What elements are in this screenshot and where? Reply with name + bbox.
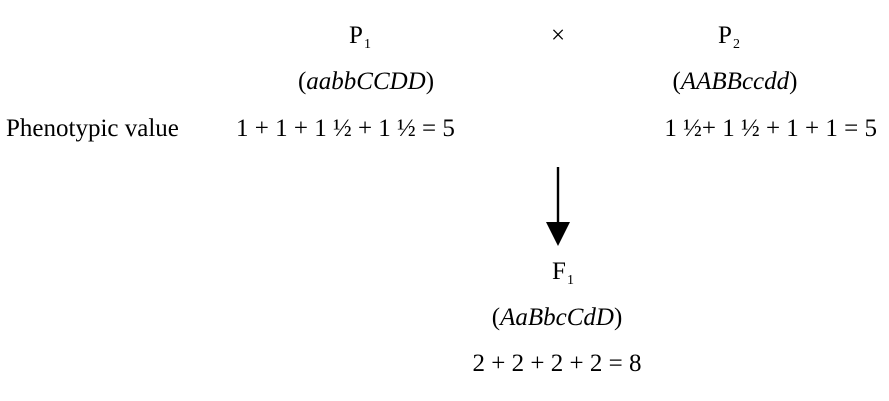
f1-label: F1 <box>552 258 574 288</box>
p1-phenotype-expression: 1 + 1 + 1 ½ + 1 ½ = 5 <box>236 115 455 142</box>
arrow-head <box>546 222 570 246</box>
p1-subscript: 1 <box>363 37 371 52</box>
f1-subscript: 1 <box>566 273 574 288</box>
p1-genotype: (aabbCCDD) <box>297 68 435 95</box>
p2-label: P2 <box>718 22 740 52</box>
cross-symbol: × <box>550 22 566 49</box>
p2-genotype: (AABBccdd) <box>672 68 798 95</box>
p2-subscript: 2 <box>732 37 740 52</box>
f1-phenotype-expression: 2 + 2 + 2 + 2 = 8 <box>472 350 642 377</box>
phenotypic-value-label: Phenotypic value <box>6 115 179 142</box>
p2-phenotype-expression: 1 ½+ 1 ½ + 1 + 1 = 5 <box>664 115 877 142</box>
p1-label: P1 <box>349 22 371 52</box>
f1-genotype: (AaBbcCdD) <box>491 304 623 331</box>
